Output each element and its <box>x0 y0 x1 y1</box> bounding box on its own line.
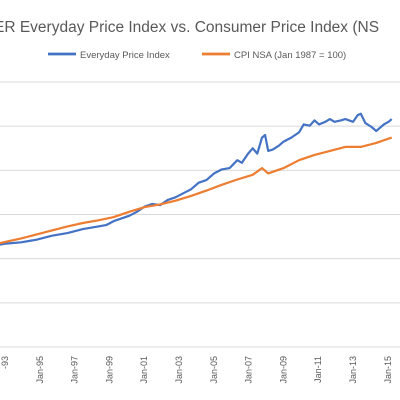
legend-label-everyday-price-index: Everyday Price Index <box>80 50 170 61</box>
x-tick-label: Jan-13 <box>348 356 358 384</box>
legend-label-cpi-nsa: CPI NSA (Jan 1987 = 100) <box>234 50 346 61</box>
x-tick-label: Jan-11 <box>313 356 323 383</box>
gridlines <box>0 81 400 348</box>
x-tick-label: Jan-05 <box>209 356 219 384</box>
series-layer <box>0 112 393 246</box>
x-tick-label: Jan-95 <box>35 356 45 384</box>
x-tick-label: Jan-97 <box>70 356 80 384</box>
x-tick-label: -93 <box>0 356 10 369</box>
x-axis: -93 Jan-95 Jan-97 Jan-99 Jan-01 Jan-03 Jan-05 J… <box>0 356 393 384</box>
x-tick-label: Jan-07 <box>244 356 254 384</box>
chart-title: ER Everyday Price Index vs. Consumer Pri… <box>0 19 379 36</box>
series-line-cpi-nsa <box>0 136 393 245</box>
x-tick-label: Jan-01 <box>139 356 149 384</box>
x-tick-label: Jan-15 <box>383 356 393 384</box>
x-tick-label: Jan-99 <box>104 356 114 384</box>
x-tick-label: Jan-09 <box>278 356 288 384</box>
x-tick-label: Jan-03 <box>174 356 184 384</box>
legend: Everyday Price Index CPI NSA (Jan 1987 =… <box>48 50 346 61</box>
series-line-everyday-price-index <box>0 112 393 246</box>
